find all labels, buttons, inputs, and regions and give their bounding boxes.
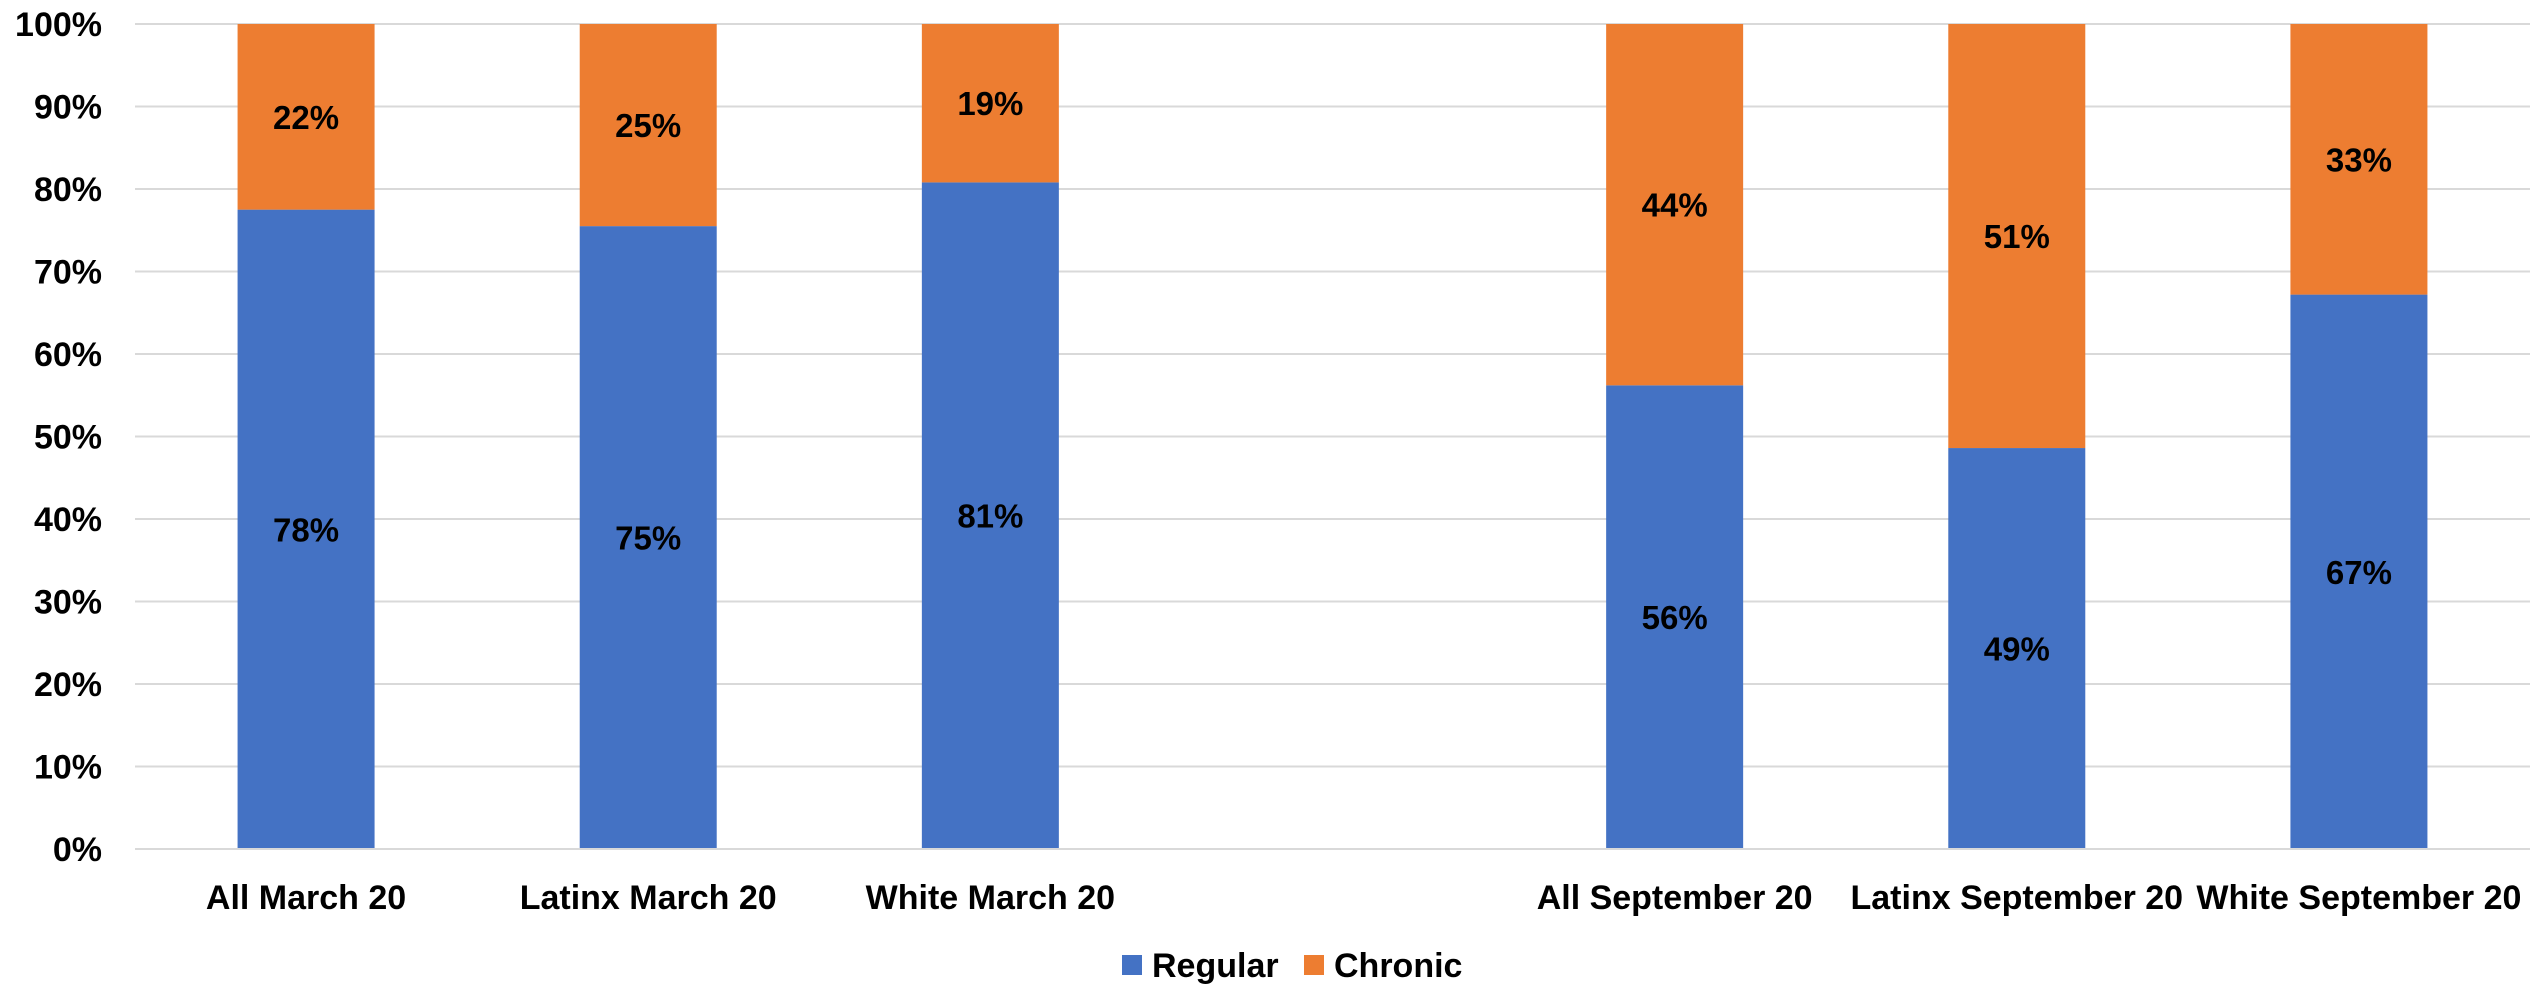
bar-chronic [1948,24,2086,449]
data-label-regular: 81% [957,498,1023,535]
x-category-label: White September 20 [2196,879,2521,917]
x-category-label: All March 20 [206,879,406,917]
gridlines [135,23,2530,768]
y-tick-label: 0% [53,831,102,869]
x-category-label: Latinx September 20 [1851,879,2184,917]
data-label-regular: 67% [2326,554,2392,591]
legend: Regular Chronic [1122,947,1462,984]
data-label-regular: 49% [1984,631,2050,668]
x-axis-categories: All March 20 Latinx March 20 White March 2… [206,879,2522,917]
bar-chronic [237,24,375,210]
legend-swatch [1122,955,1142,975]
y-tick-label: 70% [34,254,102,292]
data-label-regular: 56% [1642,599,1708,636]
bars [237,24,2428,850]
data-label-chronic: 19% [957,85,1023,122]
bar-chronic [2290,24,2428,295]
bar-regular [579,226,717,849]
bar-chronic [579,24,717,227]
y-axis-ticks: 0% 10% 20% 30% 40% 50% 60% 70% 80% 90% 100% [15,6,102,869]
x-category-label: White March 20 [866,879,1115,917]
bar-regular [1948,448,2086,849]
y-tick-label: 90% [34,89,102,127]
y-tick-label: 30% [34,584,102,622]
data-label-chronic: 22% [273,99,339,136]
y-tick-label: 50% [34,419,102,457]
y-tick-label: 20% [34,666,102,704]
x-category-label: Latinx March 20 [520,879,777,917]
data-label-chronic: 33% [2326,141,2392,178]
data-label-chronic: 51% [1984,218,2050,255]
y-tick-label: 10% [34,749,102,787]
x-category-label: All September 20 [1537,879,1813,917]
y-tick-label: 40% [34,501,102,539]
bar-chronic [921,24,1059,183]
data-label-regular: 78% [273,511,339,548]
data-label-chronic: 25% [615,107,681,144]
legend-swatch [1304,955,1324,975]
data-label-regular: 75% [615,520,681,557]
legend-label: Chronic [1334,947,1462,984]
y-tick-label: 100% [15,6,102,44]
bar-regular [237,209,375,849]
y-tick-label: 80% [34,171,102,209]
bar-regular [921,182,1059,849]
bar-chronic [1606,24,1744,386]
bar-regular [1606,385,1744,849]
data-labels: 78% 22% 75% 25% 81% 19% 56% 44% 49% 51% 67% 33% [273,85,2392,667]
data-label-chronic: 44% [1642,187,1708,224]
bar-regular [2290,294,2428,850]
y-tick-label: 60% [34,336,102,374]
legend-label: Regular [1152,947,1279,984]
